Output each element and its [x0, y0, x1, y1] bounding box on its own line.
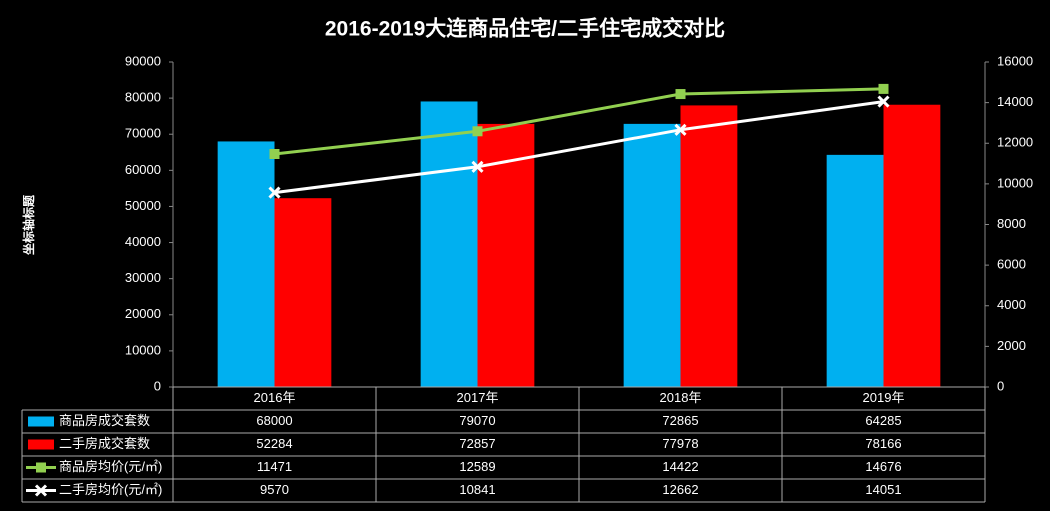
- marker: [471, 160, 484, 173]
- table-value: 14051: [865, 482, 901, 497]
- line: [274, 87, 884, 156]
- y2-tick-label: 16000: [997, 53, 1033, 68]
- y-tick-label: 10000: [125, 342, 161, 357]
- legend-swatch: [28, 416, 54, 427]
- bar: [420, 101, 478, 387]
- y2-tick-label: 8000: [997, 216, 1026, 231]
- bar: [680, 105, 738, 387]
- table-value: 12589: [459, 459, 495, 474]
- marker: [877, 95, 890, 108]
- x-tick-label: 2019年: [863, 390, 905, 405]
- legend-marker: [34, 484, 48, 497]
- y-tick-label: 40000: [125, 234, 161, 249]
- table-value: 78166: [865, 436, 901, 451]
- bar: [477, 123, 535, 388]
- table-value: 72857: [459, 436, 495, 451]
- bar: [826, 154, 884, 387]
- table-value: 64285: [865, 413, 901, 428]
- y-tick-label: 70000: [125, 126, 161, 141]
- line: [274, 100, 884, 195]
- y2-tick-label: 12000: [997, 135, 1033, 150]
- y-tick-label: 50000: [125, 198, 161, 213]
- table-value: 14422: [662, 459, 698, 474]
- y2-tick-label: 4000: [997, 297, 1026, 312]
- marker: [674, 123, 687, 136]
- chart-title: 2016-2019大连商品住宅/二手住宅成交对比: [325, 17, 725, 41]
- table-value: 9570: [260, 482, 289, 497]
- bar: [883, 104, 941, 387]
- y-tick-label: 0: [154, 378, 161, 393]
- legend-label: 二手房成交套数: [59, 436, 150, 451]
- y2-tick-label: 10000: [997, 175, 1033, 190]
- legend-marker: [36, 462, 46, 473]
- marker: [268, 186, 281, 199]
- y-tick-label: 20000: [125, 306, 161, 321]
- table-value: 10841: [459, 482, 495, 497]
- x-tick-label: 2017年: [457, 390, 499, 405]
- y-axis-label: 坐标轴标题: [21, 194, 36, 255]
- y-tick-label: 30000: [125, 270, 161, 285]
- marker: [269, 148, 280, 159]
- table-value: 72865: [662, 413, 698, 428]
- marker: [675, 89, 686, 100]
- y2-tick-label: 0: [997, 378, 1004, 393]
- bar: [217, 141, 275, 387]
- x-tick-label: 2018年: [660, 390, 702, 405]
- table-value: 14676: [865, 459, 901, 474]
- bar: [274, 198, 332, 387]
- legend-label: 商品房均价(元/㎡): [59, 459, 162, 474]
- table-value: 12662: [662, 482, 698, 497]
- x-tick-label: 2016年: [254, 390, 296, 405]
- y2-tick-label: 14000: [997, 94, 1033, 109]
- table-value: 79070: [459, 413, 495, 428]
- marker: [878, 83, 889, 94]
- legend-label: 二手房均价(元/㎡): [59, 482, 162, 497]
- legend-swatch: [28, 439, 54, 450]
- y-tick-label: 60000: [125, 162, 161, 177]
- bar: [623, 123, 681, 387]
- table-value: 68000: [256, 413, 292, 428]
- table-value: 11471: [257, 459, 292, 474]
- y2-tick-label: 2000: [997, 338, 1026, 353]
- y-tick-label: 80000: [125, 90, 161, 105]
- table-value: 52284: [256, 436, 292, 451]
- marker: [472, 126, 483, 137]
- legend-label: 商品房成交套数: [59, 413, 150, 428]
- y-tick-label: 90000: [125, 53, 161, 68]
- y2-tick-label: 6000: [997, 257, 1026, 272]
- table-value: 77978: [662, 436, 698, 451]
